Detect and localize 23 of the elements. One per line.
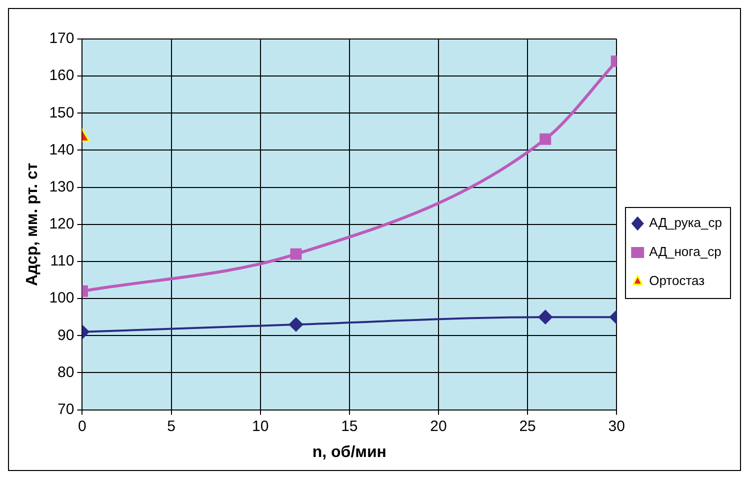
x-tick-label: 25 — [519, 418, 536, 435]
x-tick-label: 0 — [78, 418, 86, 435]
legend-label: Ортостаз — [649, 273, 705, 288]
y-tick-label: 170 — [49, 30, 74, 48]
x-tick-label: 15 — [341, 418, 358, 435]
y-axis-title: Адср, мм. рт. ст — [24, 162, 42, 286]
x-tick-label: 20 — [430, 418, 447, 435]
y-tick-label: 90 — [58, 326, 74, 344]
y-tick-label: 80 — [58, 364, 74, 381]
y-tick-label: 70 — [58, 400, 74, 418]
x-tick-label: 30 — [608, 418, 625, 435]
x-tick-label: 10 — [252, 418, 269, 435]
y-tick-label: 160 — [49, 67, 74, 84]
x-tick-label: 5 — [167, 418, 176, 435]
y-tick-label: 130 — [49, 178, 74, 196]
y-tick-label: 140 — [49, 141, 74, 158]
y-tick-label: 150 — [49, 104, 74, 122]
legend-label: АД_нога_ср — [649, 244, 722, 260]
y-tick-label: 120 — [49, 216, 74, 233]
y-tick-label: 100 — [49, 290, 74, 307]
y-tick-label: 110 — [50, 252, 74, 270]
legend-label: АД_рука_ср — [649, 215, 722, 230]
x-axis-title: n, об/мин — [312, 444, 386, 461]
